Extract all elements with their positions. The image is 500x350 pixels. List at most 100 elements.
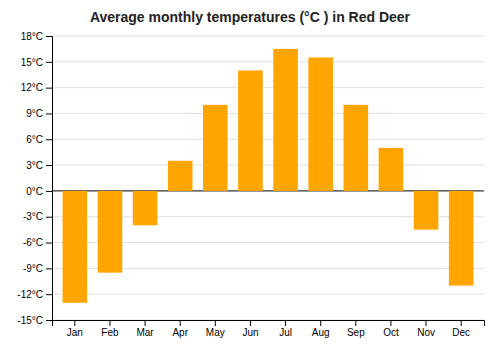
- tick-mark: [426, 320, 427, 326]
- grid: [52, 36, 484, 320]
- y-tick: -9°C: [23, 263, 52, 274]
- x-tick: Jul: [279, 320, 292, 338]
- bar: [273, 49, 298, 191]
- tick-mark: [46, 294, 52, 295]
- tick-label: -9°C: [23, 263, 43, 274]
- y-tick: 0°C: [26, 186, 52, 197]
- x-tick: Mar: [136, 320, 154, 338]
- tick-label: Aug: [312, 327, 330, 338]
- grid-line: [52, 61, 484, 62]
- grid-line: [52, 36, 484, 37]
- bar: [203, 105, 228, 191]
- x-tick: Dec: [452, 320, 470, 338]
- tick-label: Jul: [279, 327, 292, 338]
- tick-mark: [109, 320, 110, 326]
- tick-mark: [180, 320, 181, 326]
- x-axis: Jan Feb Mar Apr May Jun Jul Aug Sep Oct Nov Dec: [53, 320, 485, 338]
- tick-label: May: [206, 327, 225, 338]
- bar: [379, 148, 404, 191]
- bar: [63, 191, 88, 303]
- bar: [344, 105, 369, 191]
- y-tick: 3°C: [26, 160, 52, 171]
- tick-mark: [250, 320, 251, 326]
- y-tick: -12°C: [17, 289, 52, 300]
- tick-label: 15°C: [21, 57, 43, 68]
- plot-area: [63, 49, 474, 303]
- tick-label: Dec: [452, 327, 470, 338]
- tick-label: Sep: [347, 327, 365, 338]
- tick-label: Jun: [242, 327, 258, 338]
- tick-label: 0°C: [26, 186, 43, 197]
- tick-label: Feb: [101, 327, 119, 338]
- x-tick: Sep: [347, 320, 365, 338]
- tick-label: -15°C: [17, 315, 43, 326]
- y-tick: 12°C: [21, 82, 52, 93]
- tick-mark: [320, 320, 321, 326]
- bar: [168, 161, 193, 191]
- bar: [308, 58, 333, 191]
- y-tick: -3°C: [23, 211, 52, 222]
- tick-label: Nov: [417, 327, 435, 338]
- chart-container: -15°C -12°C -9°C -6°C -3°C 0°C 3°C 6°C 9°C 12°C 15…: [0, 0, 500, 350]
- chart-svg: -15°C -12°C -9°C -6°C -3°C 0°C 3°C 6°C 9°C 12°C 15…: [0, 0, 500, 350]
- tick-label: Jan: [67, 327, 83, 338]
- x-tick: Feb: [101, 320, 119, 338]
- tick-label: Apr: [172, 327, 188, 338]
- tick-label: 6°C: [26, 134, 43, 145]
- grid-line: [52, 294, 484, 295]
- x-tick: May: [206, 320, 225, 338]
- axis-domain: [46, 37, 53, 321]
- tick-label: 3°C: [26, 160, 43, 171]
- y-tick: -6°C: [23, 237, 52, 248]
- tick-mark: [46, 88, 52, 89]
- tick-mark: [215, 320, 216, 326]
- x-tick: Oct: [383, 320, 399, 338]
- bar: [133, 191, 158, 225]
- tick-mark: [145, 320, 146, 326]
- tick-label: -3°C: [23, 211, 43, 222]
- y-tick: 9°C: [26, 108, 52, 119]
- tick-mark: [390, 320, 391, 326]
- bar: [449, 191, 474, 286]
- grid-line: [52, 139, 484, 140]
- tick-mark: [46, 268, 52, 269]
- bar: [238, 70, 263, 190]
- x-tick: Aug: [312, 320, 330, 338]
- tick-mark: [285, 320, 286, 326]
- y-tick: 18°C: [21, 31, 52, 42]
- y-axis: -15°C -12°C -9°C -6°C -3°C 0°C 3°C 6°C 9°C 12°C 15…: [17, 31, 52, 326]
- y-tick: -15°C: [17, 315, 52, 326]
- tick-label: 18°C: [21, 31, 43, 42]
- tick-mark: [46, 243, 52, 244]
- tick-mark: [355, 320, 356, 326]
- tick-label: 12°C: [21, 82, 43, 93]
- x-tick: Jan: [67, 320, 83, 338]
- x-tick: Apr: [172, 320, 188, 338]
- tick-label: -6°C: [23, 237, 43, 248]
- tick-label: Oct: [383, 327, 399, 338]
- x-tick: Nov: [417, 320, 435, 338]
- grid-line: [52, 113, 484, 114]
- tick-label: Mar: [136, 327, 154, 338]
- tick-mark: [46, 191, 52, 192]
- y-tick: 6°C: [26, 134, 52, 145]
- tick-mark: [46, 165, 52, 166]
- bar: [414, 191, 439, 230]
- x-tick: Jun: [242, 320, 258, 338]
- tick-mark: [46, 139, 52, 140]
- tick-mark: [46, 36, 52, 37]
- tick-mark: [74, 320, 75, 326]
- tick-label: 9°C: [26, 108, 43, 119]
- tick-label: -12°C: [17, 289, 43, 300]
- grid-line: [52, 165, 484, 166]
- tick-mark: [46, 320, 52, 321]
- grid-line: [52, 87, 484, 88]
- y-tick: 15°C: [21, 57, 52, 68]
- bar: [98, 191, 123, 273]
- tick-mark: [46, 217, 52, 218]
- axis-domain: [53, 321, 485, 327]
- tick-mark: [46, 62, 52, 63]
- tick-mark: [461, 320, 462, 326]
- chart-title: Average monthly temperatures (°C ) in Re…: [90, 9, 411, 25]
- tick-mark: [46, 113, 52, 114]
